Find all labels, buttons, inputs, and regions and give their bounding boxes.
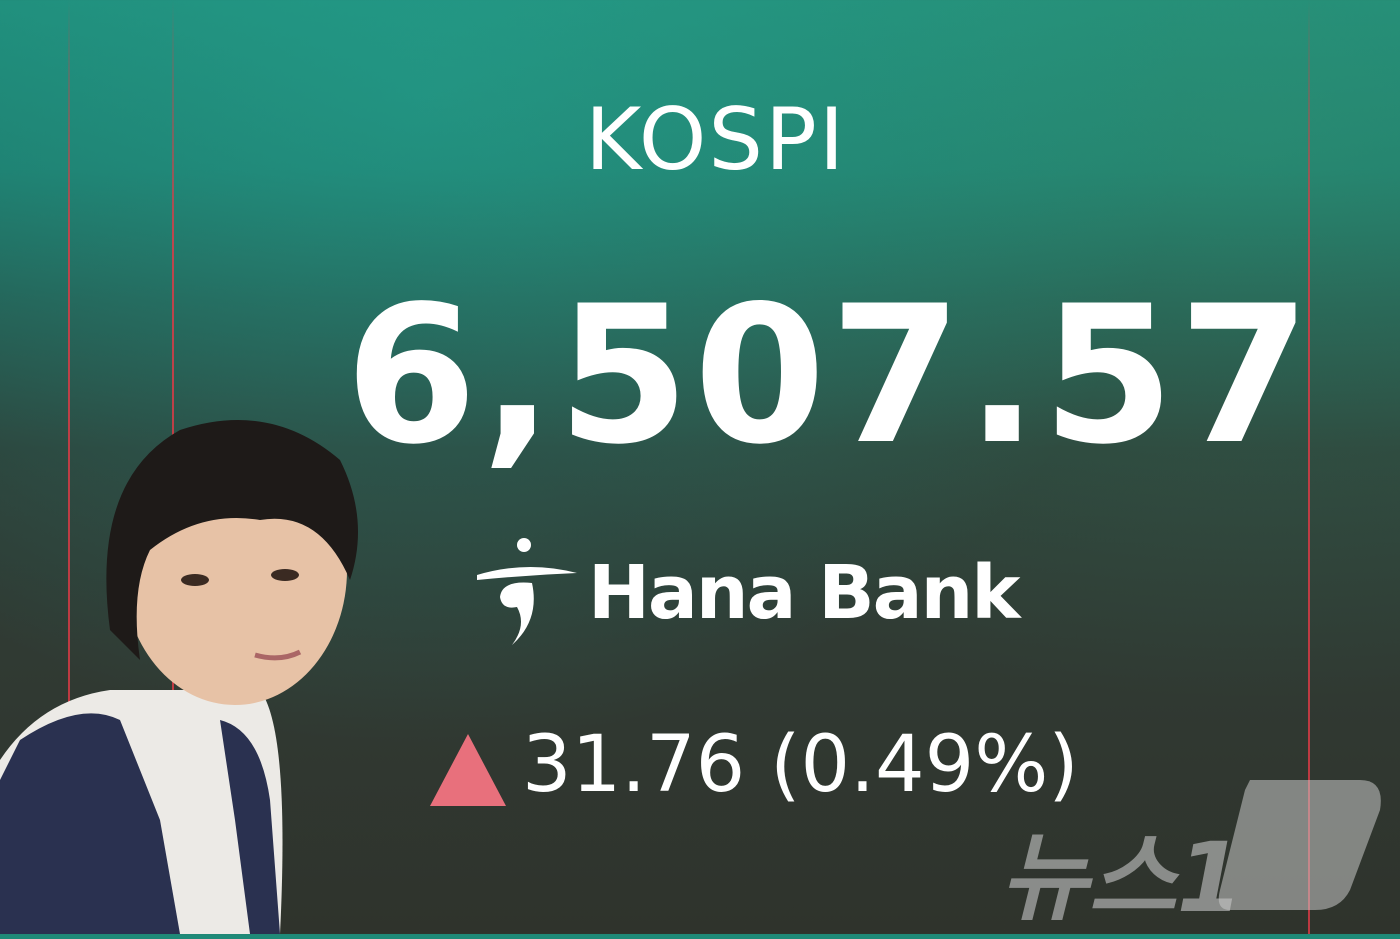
- sponsor-name: Hana Bank: [588, 550, 1020, 636]
- hana-bank-logo-icon: [477, 538, 577, 645]
- index-name: KOSPI: [585, 90, 847, 190]
- news1-watermark-logo: [1218, 780, 1381, 910]
- screen-edge-line: [68, 0, 70, 934]
- watermark-text: 뉴스1: [1000, 822, 1244, 934]
- up-arrow-icon: [430, 734, 506, 806]
- person: [0, 420, 358, 934]
- screen-edge-line: [1308, 0, 1310, 934]
- index-change: 31.76 (0.49%): [522, 720, 1079, 810]
- index-value: 6,507.57: [345, 265, 1315, 486]
